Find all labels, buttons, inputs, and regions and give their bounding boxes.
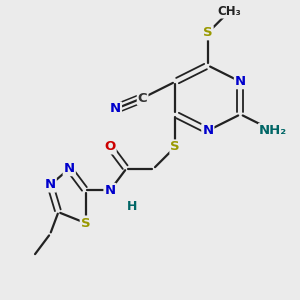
Text: S: S [170, 140, 180, 153]
Text: NH₂: NH₂ [259, 124, 287, 137]
Text: C: C [138, 92, 147, 104]
Text: N: N [202, 124, 213, 137]
Text: H: H [127, 200, 137, 213]
Text: N: N [104, 184, 116, 197]
Text: S: S [81, 217, 90, 230]
Text: N: N [45, 178, 56, 191]
Text: N: N [110, 102, 121, 116]
Text: N: N [64, 162, 75, 175]
Text: S: S [203, 26, 213, 39]
Text: CH₃: CH₃ [218, 4, 242, 18]
Text: N: N [235, 75, 246, 88]
Text: O: O [104, 140, 116, 153]
